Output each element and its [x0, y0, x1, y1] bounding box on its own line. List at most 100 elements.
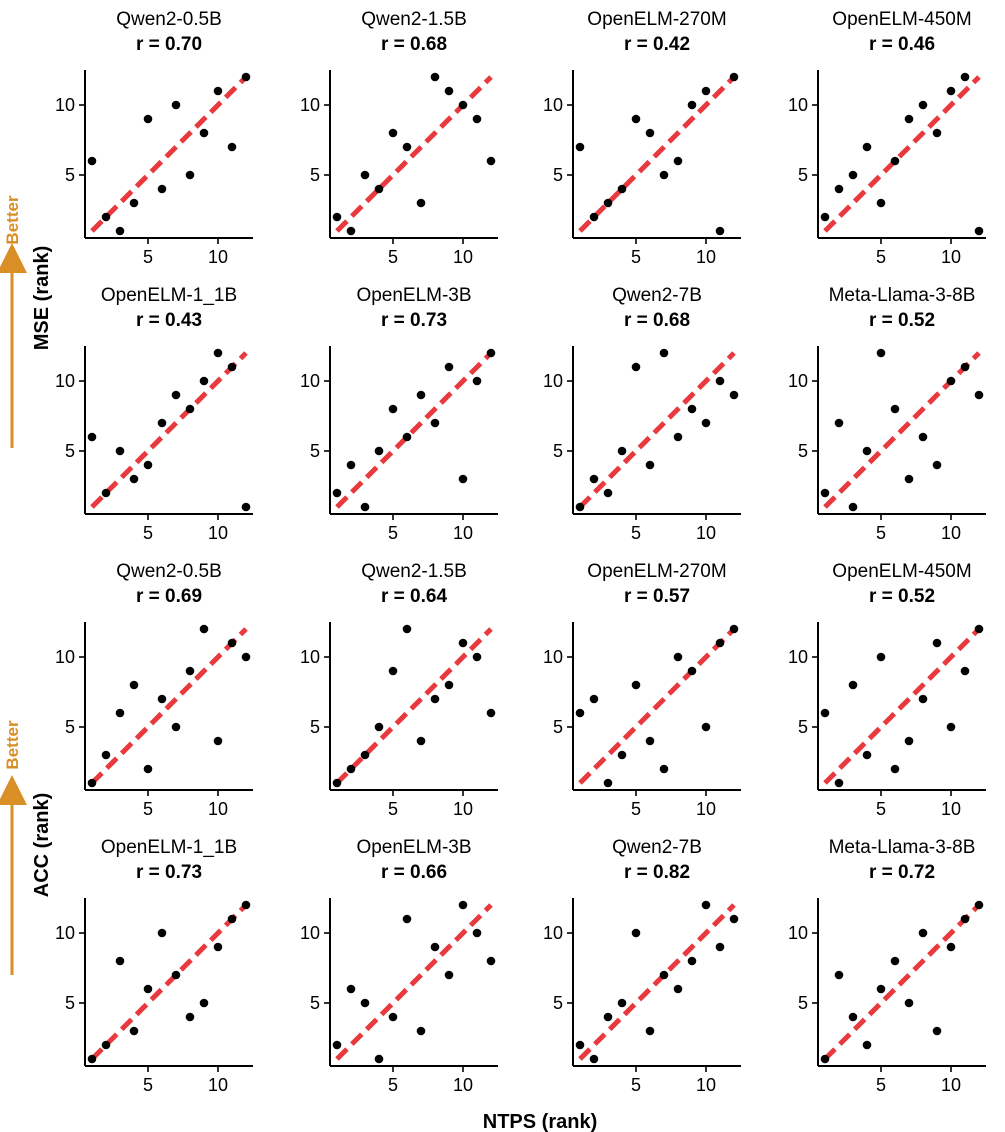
data-point — [388, 666, 398, 676]
data-point — [143, 114, 153, 124]
x-tick-label: 5 — [143, 1075, 153, 1095]
data-point — [904, 736, 914, 746]
panel-title: OpenELM-450M — [832, 561, 971, 582]
fit-line — [90, 903, 248, 1061]
data-point — [673, 984, 683, 994]
fit-line — [335, 627, 493, 785]
data-point — [575, 502, 585, 512]
data-point — [346, 764, 356, 774]
data-point — [458, 100, 468, 110]
data-point — [946, 942, 956, 952]
scatter-panel: OpenELM-450M r = 0.52 5 10 5 10 — [788, 561, 986, 819]
fit-line — [823, 75, 981, 233]
data-point — [430, 942, 440, 952]
data-point — [87, 432, 97, 442]
data-point — [820, 212, 830, 222]
data-point — [444, 86, 454, 96]
data-point — [820, 488, 830, 498]
x-tick-label: 5 — [388, 1075, 398, 1095]
data-point — [346, 226, 356, 236]
data-point — [715, 638, 725, 648]
panel-title: Meta-Llama-3-8B — [829, 837, 976, 858]
x-tick-label: 5 — [631, 1075, 641, 1095]
scatter-panel: Qwen2-1.5B r = 0.68 5 10 5 10 — [300, 9, 498, 267]
panel-title: OpenELM-270M — [587, 561, 726, 582]
acc-better-label: Better — [3, 720, 22, 770]
data-point — [143, 460, 153, 470]
mse-better-label: Better — [3, 195, 22, 245]
x-tick-label: 5 — [388, 247, 398, 267]
data-point — [603, 1012, 613, 1022]
data-point — [617, 998, 627, 1008]
x-tick-label: 5 — [388, 799, 398, 819]
fit-line — [578, 75, 736, 233]
panel-correlation: r = 0.52 — [869, 586, 935, 607]
data-point — [848, 680, 858, 690]
x-tick-label: 5 — [631, 799, 641, 819]
data-point — [213, 736, 223, 746]
y-tick-label: 5 — [553, 441, 563, 461]
panel-correlation: r = 0.70 — [136, 34, 202, 55]
data-point — [631, 114, 641, 124]
data-point — [346, 984, 356, 994]
y-tick-label: 5 — [310, 993, 320, 1013]
data-point — [715, 226, 725, 236]
y-tick-label: 5 — [65, 993, 75, 1013]
mse-side-label: Better MSE (rank) — [0, 195, 53, 448]
data-point — [241, 900, 251, 910]
data-point — [143, 984, 153, 994]
data-point — [87, 1054, 97, 1064]
acc-side-label: Better ACC (rank) — [0, 720, 53, 975]
fit-line — [823, 351, 981, 509]
data-point — [701, 722, 711, 732]
data-point — [332, 488, 342, 498]
panel-title: Qwen2-1.5B — [361, 9, 467, 30]
data-point — [848, 502, 858, 512]
data-point — [199, 128, 209, 138]
data-point — [659, 170, 669, 180]
data-point — [617, 446, 627, 456]
data-point — [458, 900, 468, 910]
data-point — [918, 432, 928, 442]
y-tick-label: 10 — [543, 371, 563, 391]
data-point — [701, 900, 711, 910]
fit-line — [335, 75, 493, 233]
data-point — [834, 970, 844, 980]
data-point — [932, 638, 942, 648]
data-point — [486, 956, 496, 966]
y-tick-label: 5 — [798, 165, 808, 185]
data-point — [575, 142, 585, 152]
data-point — [185, 1012, 195, 1022]
data-point — [157, 184, 167, 194]
data-point — [974, 226, 984, 236]
y-tick-label: 10 — [55, 647, 75, 667]
fit-line — [90, 627, 248, 785]
data-point — [687, 956, 697, 966]
x-tick-label: 10 — [208, 247, 228, 267]
y-tick-label: 10 — [300, 95, 320, 115]
scatter-panel: OpenELM-1_1Br = 0.73 5 10 5 10 — [55, 837, 253, 1095]
data-point — [171, 722, 181, 732]
data-point — [486, 156, 496, 166]
data-point — [374, 446, 384, 456]
data-point — [960, 72, 970, 82]
data-point — [332, 778, 342, 788]
panel-title: Qwen2-0.5B — [116, 9, 222, 30]
x-tick-label: 10 — [941, 523, 961, 543]
data-point — [101, 750, 111, 760]
data-point — [862, 142, 872, 152]
data-point — [673, 652, 683, 662]
y-tick-label: 10 — [300, 923, 320, 943]
data-point — [932, 128, 942, 138]
scatter-panel: Meta-Llama-3-8B r = 0.72 5 10 5 10 — [788, 837, 986, 1095]
fit-line — [578, 903, 736, 1061]
acc-y-axis-label: ACC (rank) — [31, 793, 53, 897]
data-point — [374, 1054, 384, 1064]
data-point — [687, 100, 697, 110]
data-point — [960, 362, 970, 372]
data-point — [918, 694, 928, 704]
data-point — [904, 114, 914, 124]
data-point — [101, 212, 111, 222]
data-point — [360, 170, 370, 180]
data-point — [687, 666, 697, 676]
